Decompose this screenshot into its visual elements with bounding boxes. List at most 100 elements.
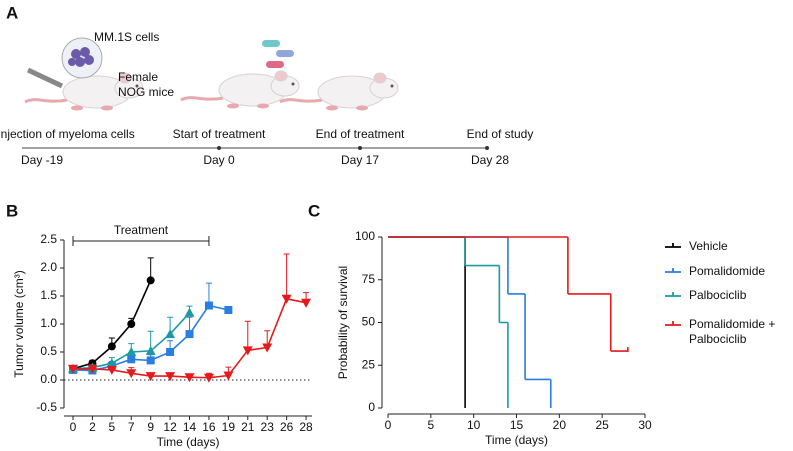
event-day: Day 17 [341, 153, 379, 167]
point [223, 371, 234, 381]
point [184, 307, 195, 317]
y-tick-label: 50 [362, 315, 376, 329]
x-tick-label: 19 [222, 420, 236, 434]
event-day: Day -19 [21, 153, 63, 167]
timeline-dot [358, 146, 362, 150]
y-tick-label: 100 [355, 229, 375, 243]
x-tick-label: 0 [70, 420, 77, 434]
cells-label: MM.1S cells [94, 30, 159, 44]
point [127, 320, 136, 328]
y-tick-label: 0 [368, 400, 375, 414]
point [242, 346, 253, 356]
y-tick-label: 0.0 [40, 372, 57, 386]
x-tick-label: 5 [427, 418, 434, 432]
x-tick-label: 7 [128, 420, 135, 434]
point [106, 358, 117, 368]
x-axis-label: Time (days) [485, 433, 548, 447]
y-tick-label: 75 [362, 272, 376, 286]
x-tick-label: 14 [183, 420, 197, 434]
pill [262, 40, 280, 47]
x-tick-label: 20 [553, 418, 567, 432]
legend-symbol [665, 292, 681, 297]
legend-label: Pomalidomide + Palbociclib [689, 317, 776, 346]
y-tick-label: 2.5 [40, 232, 57, 246]
error-bar [283, 253, 290, 299]
point [165, 372, 176, 382]
treatment-bracket [72, 236, 210, 246]
x-tick-label: 12 [163, 420, 177, 434]
legend-label: Pomalidomide [689, 264, 766, 278]
error-bar [244, 320, 251, 351]
point [185, 330, 194, 339]
y-tick-label: 2.0 [40, 260, 57, 274]
point [68, 364, 78, 374]
x-tick-label: 16 [202, 420, 216, 434]
point [165, 329, 176, 339]
x-tick-label: 15 [510, 418, 524, 432]
legend-symbol [665, 243, 681, 248]
point [106, 365, 117, 375]
event-label: End of study [467, 127, 534, 141]
mouse-label: NOG mice [118, 85, 174, 99]
point [146, 276, 155, 285]
timeline-dot [485, 146, 489, 150]
y-tick-label: 25 [362, 357, 376, 371]
x-tick-label: 25 [595, 418, 609, 432]
timeline-dot [217, 146, 221, 150]
y-axis-label: Probability of survival [336, 266, 350, 379]
point [107, 342, 116, 351]
x-tick-label: 10 [467, 418, 481, 432]
x-tick-label: 5 [108, 420, 115, 434]
y-tick-label: 0.5 [40, 344, 57, 358]
mouse-icon [278, 71, 400, 112]
panel-label: B [6, 201, 18, 220]
event-label: Start of treatment [173, 127, 266, 141]
y-tick-label: -0.5 [36, 400, 57, 414]
event-label: End of treatment [316, 127, 405, 141]
point [127, 355, 136, 364]
point [203, 373, 214, 383]
point [146, 356, 155, 365]
point [204, 301, 213, 310]
x-tick-label: 23 [261, 420, 275, 434]
x-tick-label: 2 [89, 420, 96, 434]
point [281, 294, 292, 304]
legend-label: Vehicle [689, 239, 728, 253]
legend-label: Palbociclib [689, 288, 747, 302]
panel-label: C [308, 201, 320, 220]
point [145, 372, 156, 382]
point [301, 298, 312, 308]
event-label: Injection of myeloma cells [0, 127, 135, 141]
pill [266, 61, 284, 68]
x-tick-label: 9 [147, 420, 154, 434]
point [87, 364, 98, 374]
y-tick-label: 1.0 [40, 316, 57, 330]
point [184, 373, 195, 383]
point [126, 347, 137, 356]
panel-label: A [6, 3, 18, 22]
y-axis-label: Tumor volume (cm³) [12, 270, 26, 378]
y-tick-label: 1.5 [40, 288, 57, 302]
series-line [72, 279, 152, 370]
point [126, 369, 137, 379]
point [166, 348, 175, 356]
point [224, 306, 233, 314]
x-tick-label: 26 [280, 420, 294, 434]
mouse-label: Female [118, 70, 158, 84]
x-tick-label: 21 [241, 420, 255, 434]
syringe [26, 67, 64, 89]
cell-cluster [68, 47, 94, 67]
event-day: Day 28 [471, 153, 509, 167]
pill [276, 50, 294, 57]
event-day: Day 0 [203, 153, 235, 167]
legend-symbol [665, 268, 681, 273]
annotation: Treatment [114, 223, 169, 237]
x-axis-label: Time (days) [157, 435, 220, 449]
legend-symbol [665, 321, 681, 326]
x-tick-label: 28 [299, 420, 313, 434]
x-tick-label: 30 [638, 418, 652, 432]
point [262, 343, 273, 353]
x-tick-label: 0 [385, 418, 392, 432]
